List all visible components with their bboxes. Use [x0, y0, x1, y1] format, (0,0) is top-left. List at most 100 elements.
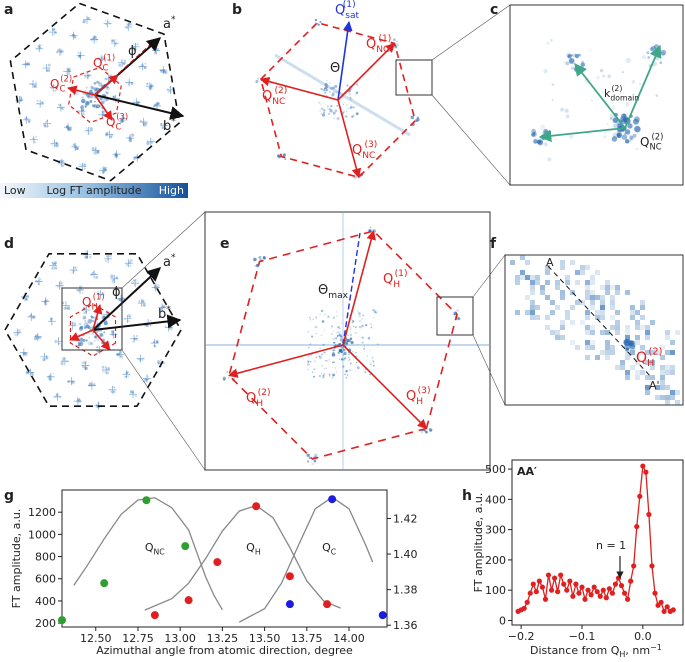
ft-speckle [130, 133, 135, 137]
ft-pixel [625, 370, 630, 375]
ft-speckle [123, 59, 127, 62]
ft-speckle [96, 322, 99, 324]
ft-pixel [580, 300, 585, 305]
ft-speckle [546, 41, 550, 45]
x-axis-label: Distance from QH, nm−1 [530, 643, 662, 659]
ft-speckle [358, 312, 361, 315]
bragg-spot [22, 115, 31, 124]
ft-speckle [621, 134, 628, 140]
ft-speckle [80, 341, 84, 346]
ft-pixel [645, 335, 650, 340]
bragg-spot [69, 266, 78, 275]
ft-speckle [86, 129, 89, 131]
ft-speckle [336, 116, 340, 121]
ft-pixel [560, 290, 565, 295]
ft-speckle [81, 292, 84, 294]
ft-speckle [328, 373, 331, 376]
bragg-spot [13, 328, 22, 337]
ft-speckle [93, 339, 96, 342]
label: Qsat(1) [335, 0, 360, 21]
label: QH(1) [82, 291, 105, 311]
ft-pixel [670, 365, 675, 370]
ft-speckle [98, 82, 103, 87]
ft-speckle [415, 119, 418, 122]
ft-speckle [628, 134, 633, 139]
ft-speckle [340, 348, 344, 352]
ft-speckle [335, 338, 337, 340]
ft-pixel [525, 310, 530, 315]
ft-pixel [670, 340, 675, 345]
ft-speckle [132, 279, 135, 282]
bragg-spot [97, 55, 106, 64]
ft-speckle [90, 315, 93, 318]
ft-speckle [327, 315, 330, 318]
colorbar [0, 183, 188, 198]
ft-speckle [126, 259, 128, 262]
y-tick-label: 300 [485, 524, 506, 537]
ft-speckle [355, 361, 358, 364]
ft-speckle [102, 292, 104, 295]
bragg-spot [60, 357, 69, 366]
ft-pixel [585, 315, 590, 320]
ft-speckle [349, 328, 352, 331]
data-point [530, 581, 536, 587]
data-point [527, 590, 533, 596]
ft-speckle [349, 110, 351, 112]
ft-speckle [80, 98, 86, 104]
ft-speckle [340, 322, 342, 324]
ft-speckle [43, 123, 47, 127]
bragg-spot [73, 397, 82, 406]
ft-speckle [59, 342, 61, 345]
data-point [576, 590, 582, 596]
ft-pixel [585, 280, 590, 285]
data-point [558, 572, 564, 578]
ft-speckle [312, 371, 314, 373]
ft-speckle [47, 69, 49, 72]
ft-pixel [590, 305, 595, 310]
ft-speckle [103, 331, 106, 334]
bragg-spot [28, 80, 37, 89]
ft-speckle [69, 68, 71, 70]
ft-speckle [50, 317, 52, 320]
ft-speckle [82, 338, 86, 342]
ft-speckle [457, 317, 461, 321]
ft-speckle [78, 322, 82, 326]
ft-speckle [332, 337, 335, 341]
ft-pixel [590, 340, 595, 345]
ft-speckle [627, 123, 633, 129]
ft-pixel [605, 330, 610, 335]
ft-pixel [630, 350, 635, 355]
ft-speckle [112, 390, 116, 394]
ft-speckle [112, 95, 115, 99]
ft-speckle [335, 311, 338, 313]
ft-pixel [535, 280, 540, 285]
ft-pixel [615, 365, 620, 370]
ft-speckle [256, 77, 260, 80]
bragg-spot [83, 71, 92, 80]
hexagon [68, 66, 122, 124]
ft-speckle [548, 130, 552, 134]
ft-speckle [595, 75, 601, 80]
ft-pixel [580, 320, 585, 325]
ft-pixel [670, 370, 675, 375]
ft-speckle [329, 375, 331, 377]
label: Θmax [318, 283, 349, 301]
ft-speckle [89, 382, 93, 385]
ft-pixel [585, 310, 590, 315]
y-tick-label: 200 [35, 617, 56, 630]
bragg-spot [76, 51, 85, 60]
ft-pixel [595, 295, 600, 300]
bragg-spot [122, 370, 131, 379]
ft-speckle [334, 84, 338, 88]
label-base: Q [406, 389, 416, 404]
ft-pixel [645, 375, 650, 380]
data-point [142, 496, 151, 505]
ft-speckle [311, 335, 314, 338]
data-point [621, 590, 628, 596]
ft-speckle [91, 87, 95, 91]
ft-speckle [85, 256, 88, 259]
ft-speckle [310, 361, 312, 363]
ft-pixel [675, 330, 680, 335]
arrow [94, 94, 185, 120]
label-base: Q [246, 391, 256, 406]
